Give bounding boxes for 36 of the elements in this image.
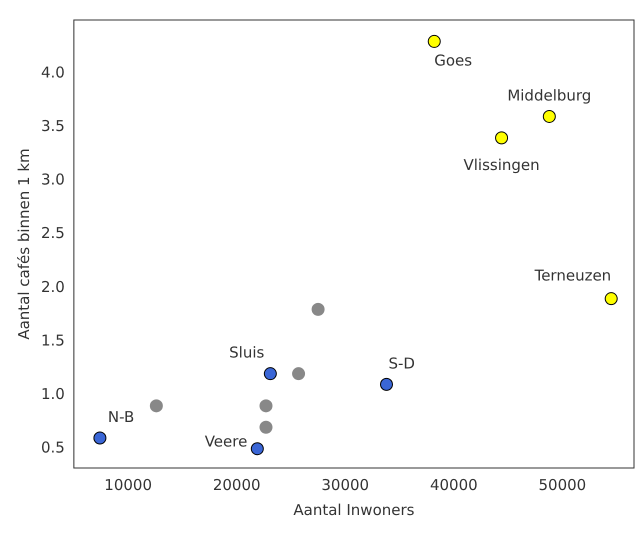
point <box>93 431 106 444</box>
point <box>250 442 264 456</box>
point <box>495 131 508 144</box>
y-tick-label: 0.5 <box>40 438 65 457</box>
annotation: Vlissingen <box>463 156 540 174</box>
annotation: Terneuzen <box>534 266 612 285</box>
x-tick-label: 40000 <box>430 476 478 494</box>
y-tick-label: 4.0 <box>40 63 65 82</box>
point <box>260 399 272 412</box>
x-axis-title: Aantal Inwoners <box>293 500 415 519</box>
point <box>150 399 163 412</box>
x-tick-label: 20000 <box>212 476 261 494</box>
x-tick-label: 50000 <box>538 476 586 494</box>
y-tick-label: 2.0 <box>40 278 65 296</box>
annotation: Middelburg <box>507 86 592 104</box>
x-tick-label: 30000 <box>321 476 370 494</box>
point <box>292 367 306 380</box>
annotation: N-B <box>108 408 134 426</box>
annotation: S-D <box>388 354 415 372</box>
y-tick-label: 3.0 <box>40 170 65 189</box>
point <box>604 292 618 306</box>
point <box>312 302 325 316</box>
point <box>428 34 441 48</box>
annotation: Veere <box>204 432 248 451</box>
point <box>260 420 272 434</box>
y-tick-label: 1.0 <box>40 385 65 404</box>
y-tick-label: 2.5 <box>40 224 65 242</box>
point <box>380 378 393 391</box>
x-tick-label: 10000 <box>104 476 152 494</box>
point <box>542 110 556 123</box>
annotation: Goes <box>434 51 472 70</box>
y-tick-label: 1.5 <box>40 331 65 350</box>
y-tick-label: 3.5 <box>40 117 65 136</box>
y-axis-title: Aantal cafés binnen 1 km <box>14 148 33 340</box>
annotation: Sluis <box>229 344 265 362</box>
point <box>264 367 277 380</box>
